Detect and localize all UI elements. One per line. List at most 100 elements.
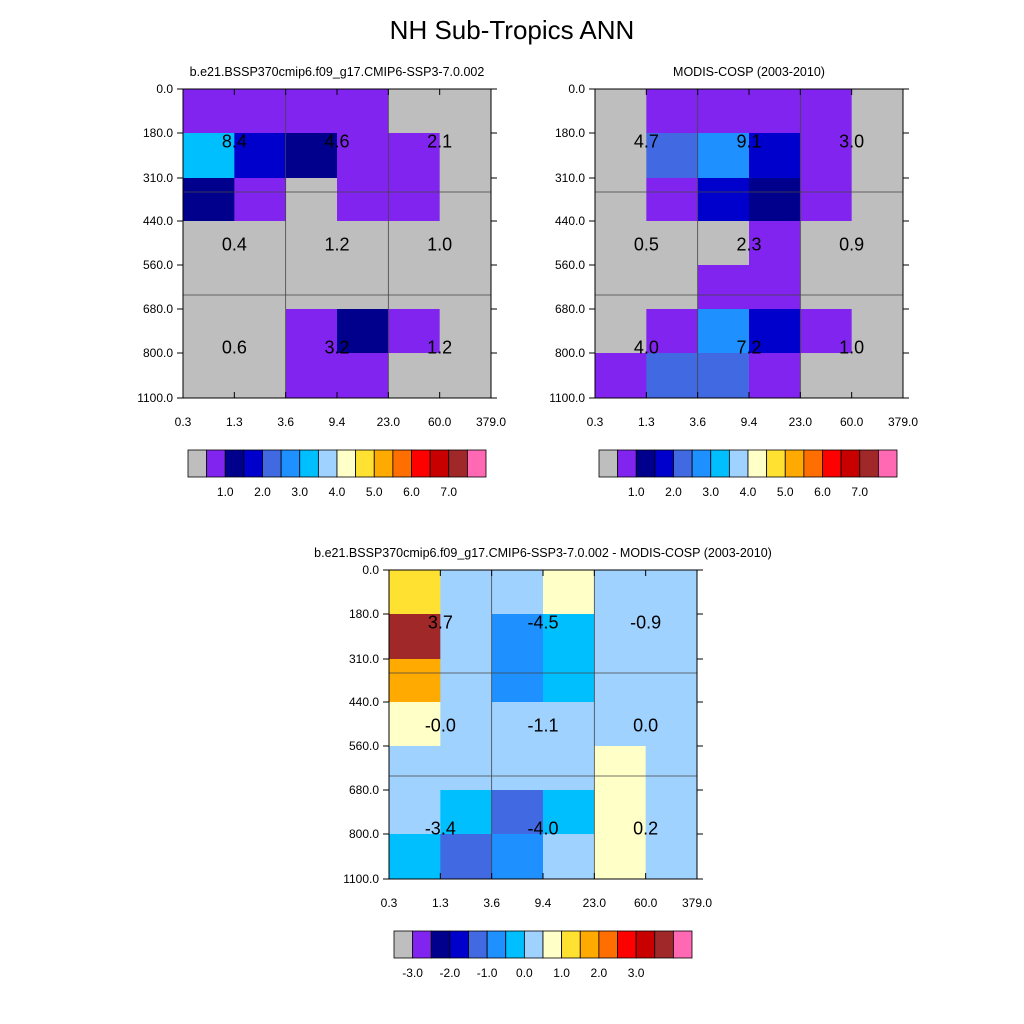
colorbar-label: -1.0: [477, 966, 498, 980]
heatmap-cell: [388, 265, 441, 310]
heatmap-cell: [749, 309, 801, 354]
heatmap-cell: [234, 133, 287, 179]
heatmap-cell: [800, 353, 853, 399]
colorbar-label: 1.0: [628, 485, 645, 499]
heatmap-cell: [697, 133, 750, 179]
colorbar-label: 3.0: [628, 966, 645, 980]
y-tick-label: 560.0: [143, 258, 173, 272]
heatmap-cell: [697, 309, 750, 354]
heatmap-cell: [234, 309, 287, 354]
colorbar-swatch: [654, 449, 674, 478]
heatmap-cell: [594, 834, 647, 880]
y-tick-label: 680.0: [349, 783, 379, 797]
colorbar-swatch: [505, 930, 525, 959]
x-tick-label: 23.0: [583, 896, 607, 910]
colorbar-swatch: [355, 449, 375, 478]
y-tick-label: 0.0: [568, 82, 585, 96]
x-tick-label: 9.4: [535, 896, 552, 910]
heatmap-cell: [337, 177, 389, 222]
colorbar-swatch: [766, 449, 786, 478]
heatmap-cell: [491, 790, 544, 835]
colorbar-swatch: [317, 449, 338, 478]
heatmap-cell: [594, 790, 647, 835]
x-tick-label: 9.4: [329, 415, 346, 429]
heatmap-cell: [697, 353, 750, 399]
heatmap-cell: [388, 309, 441, 354]
heatmap-cell: [337, 265, 389, 310]
heatmap-cell: [697, 177, 750, 222]
x-tick-label: 60.0: [428, 415, 452, 429]
x-tick-label: 23.0: [377, 415, 401, 429]
box-value-label: 3.0: [839, 132, 864, 152]
heatmap-cell: [234, 221, 287, 266]
colorbar-label: 1.0: [217, 485, 234, 499]
heatmap-cell: [183, 353, 235, 399]
heatmap-cell: [285, 221, 338, 266]
x-tick-label: 1.3: [226, 415, 243, 429]
colorbar-swatch: [466, 449, 487, 478]
colorbar-obs: 1.0 2.0 3.0 4.0 5.0 6.0 7.0: [598, 449, 898, 499]
y-tick-label: 180.0: [349, 607, 379, 621]
colorbar-model: 1.0 2.0 3.0 4.0 5.0 6.0 7.0: [187, 449, 487, 499]
heatmap-cell: [337, 89, 389, 134]
colorbar-swatch: [542, 930, 563, 959]
y-tick-label: 680.0: [555, 302, 585, 316]
heatmap-cell: [439, 221, 492, 266]
heatmap-cell: [285, 133, 338, 179]
heatmap-cell: [646, 265, 699, 310]
heatmap-cell: [491, 702, 544, 747]
heatmap-cell: [543, 570, 595, 615]
heatmap-cell: [851, 265, 904, 310]
heatmap-cell: [183, 265, 235, 310]
colorbar-label: 6.0: [814, 485, 831, 499]
heatmap-cell: [389, 570, 441, 615]
box-value-label: 0.0: [633, 716, 658, 736]
colorbar-swatch: [579, 930, 600, 959]
x-tick-label: 1.3: [638, 415, 655, 429]
heatmap-cell: [594, 570, 647, 615]
colorbar-swatch: [262, 449, 282, 478]
colorbar-swatch: [561, 930, 581, 959]
heatmap-cell: [337, 221, 389, 266]
colorbar-swatch: [299, 449, 319, 478]
heatmap-cell: [749, 353, 801, 399]
heatmap-cell: [594, 614, 647, 660]
x-tick-label: 60.0: [840, 415, 864, 429]
heatmap-cell: [595, 133, 647, 179]
heatmap-cell: [440, 790, 493, 835]
heatmap-cell: [337, 133, 389, 179]
heatmap-cell: [645, 570, 698, 615]
panel-title: b.e21.BSSP370cmip6.f09_g17.CMIP6-SSP3-7.…: [190, 65, 485, 79]
heatmap-cell: [285, 353, 338, 399]
colorbar-swatch: [468, 930, 488, 959]
heatmap-cell: [645, 702, 698, 747]
colorbar-label: 5.0: [366, 485, 383, 499]
x-tick-label: 1.3: [432, 896, 449, 910]
heatmap-cell: [749, 221, 801, 266]
x-tick-label: 0.3: [587, 415, 604, 429]
colorbar-swatch: [393, 930, 414, 959]
colorbar-swatch: [877, 449, 898, 478]
y-tick-label: 440.0: [555, 214, 585, 228]
colorbar-label: 7.0: [851, 485, 868, 499]
box-value-label: 2.3: [736, 235, 761, 255]
heatmap-cell: [234, 89, 287, 134]
panel-title: MODIS-COSP (2003-2010): [673, 65, 825, 79]
box-value-label: 4.7: [634, 132, 659, 152]
box-value-label: 0.6: [222, 338, 247, 358]
heatmap-cell: [285, 309, 338, 354]
y-tick-label: 180.0: [555, 126, 585, 140]
heatmap-cell: [389, 658, 441, 703]
heatmap-cell: [439, 177, 492, 222]
colorbar-label: 0.0: [516, 966, 533, 980]
x-tick-label: 60.0: [634, 896, 658, 910]
colorbar-label: 2.0: [591, 966, 608, 980]
heatmap-cell: [697, 89, 750, 134]
box-value-label: -3.4: [425, 819, 456, 839]
heatmap-cell: [388, 221, 441, 266]
box-value-label: 0.4: [222, 235, 247, 255]
heatmap-cell: [851, 353, 904, 399]
x-tick-label: 23.0: [789, 415, 813, 429]
heatmap-cell: [183, 177, 235, 222]
heatmap-cell: [389, 614, 441, 660]
